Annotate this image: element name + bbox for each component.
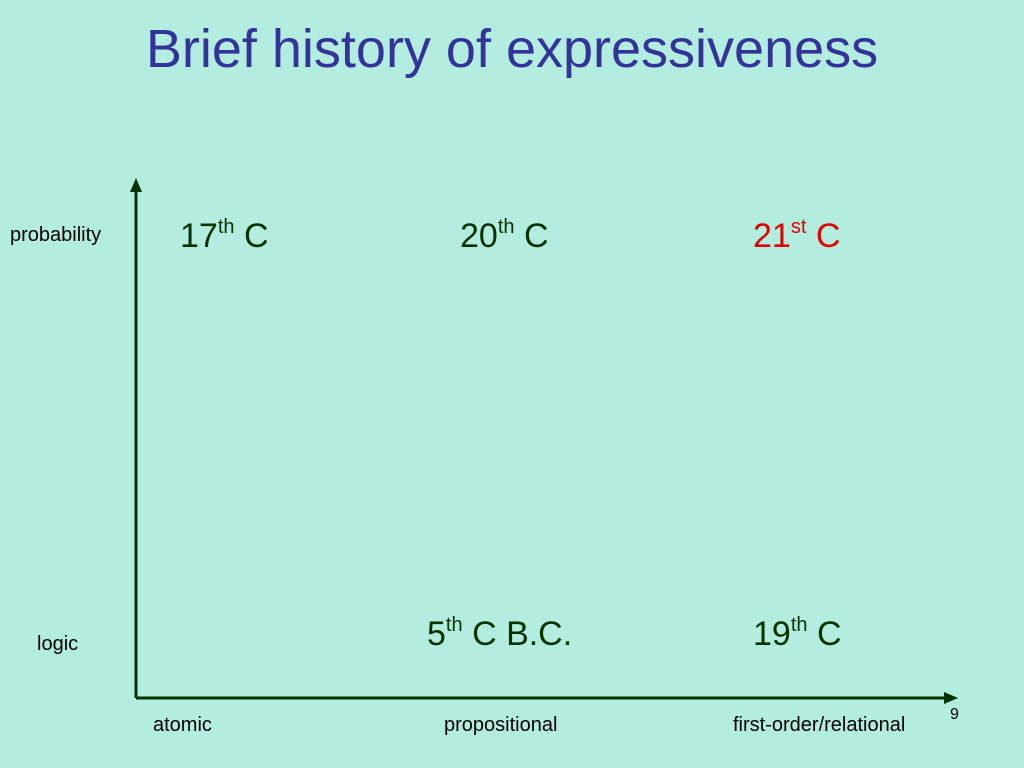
era-suffix: C — [523, 217, 549, 255]
era-suffix-sup: st — [790, 216, 807, 238]
era-suffix-sup: th — [445, 614, 463, 636]
era-suffix-sup: th — [790, 614, 808, 636]
era-suffix: C B.C. — [472, 615, 573, 653]
slide-title: Brief history of expressiveness — [145, 19, 879, 79]
era-number: 20 — [460, 217, 498, 255]
era-entry: 19th C — [753, 614, 842, 654]
era-suffix: C — [815, 217, 841, 255]
x-arrow — [944, 692, 958, 704]
era-entry: 20th C — [460, 216, 549, 256]
x-label: atomic — [153, 714, 212, 736]
era-entry: 21st C — [753, 216, 840, 256]
x-label: propositional — [444, 714, 558, 736]
page-number: 9 — [950, 706, 959, 723]
era-number: 21 — [753, 217, 791, 255]
era-entry: 5th C B.C. — [427, 614, 572, 654]
y-label: logic — [37, 633, 79, 655]
era-suffix: C — [243, 217, 269, 255]
era-suffix-sup: th — [217, 216, 235, 238]
era-entry: 17th C — [180, 216, 269, 256]
era-suffix: C — [816, 615, 842, 653]
era-number: 5 — [427, 615, 446, 653]
y-label: probability — [10, 224, 102, 246]
x-label: first-order/relational — [733, 714, 906, 736]
era-number: 17 — [180, 217, 218, 255]
era-suffix-sup: th — [497, 216, 515, 238]
era-number: 19 — [753, 615, 791, 653]
y-arrow — [130, 178, 142, 192]
